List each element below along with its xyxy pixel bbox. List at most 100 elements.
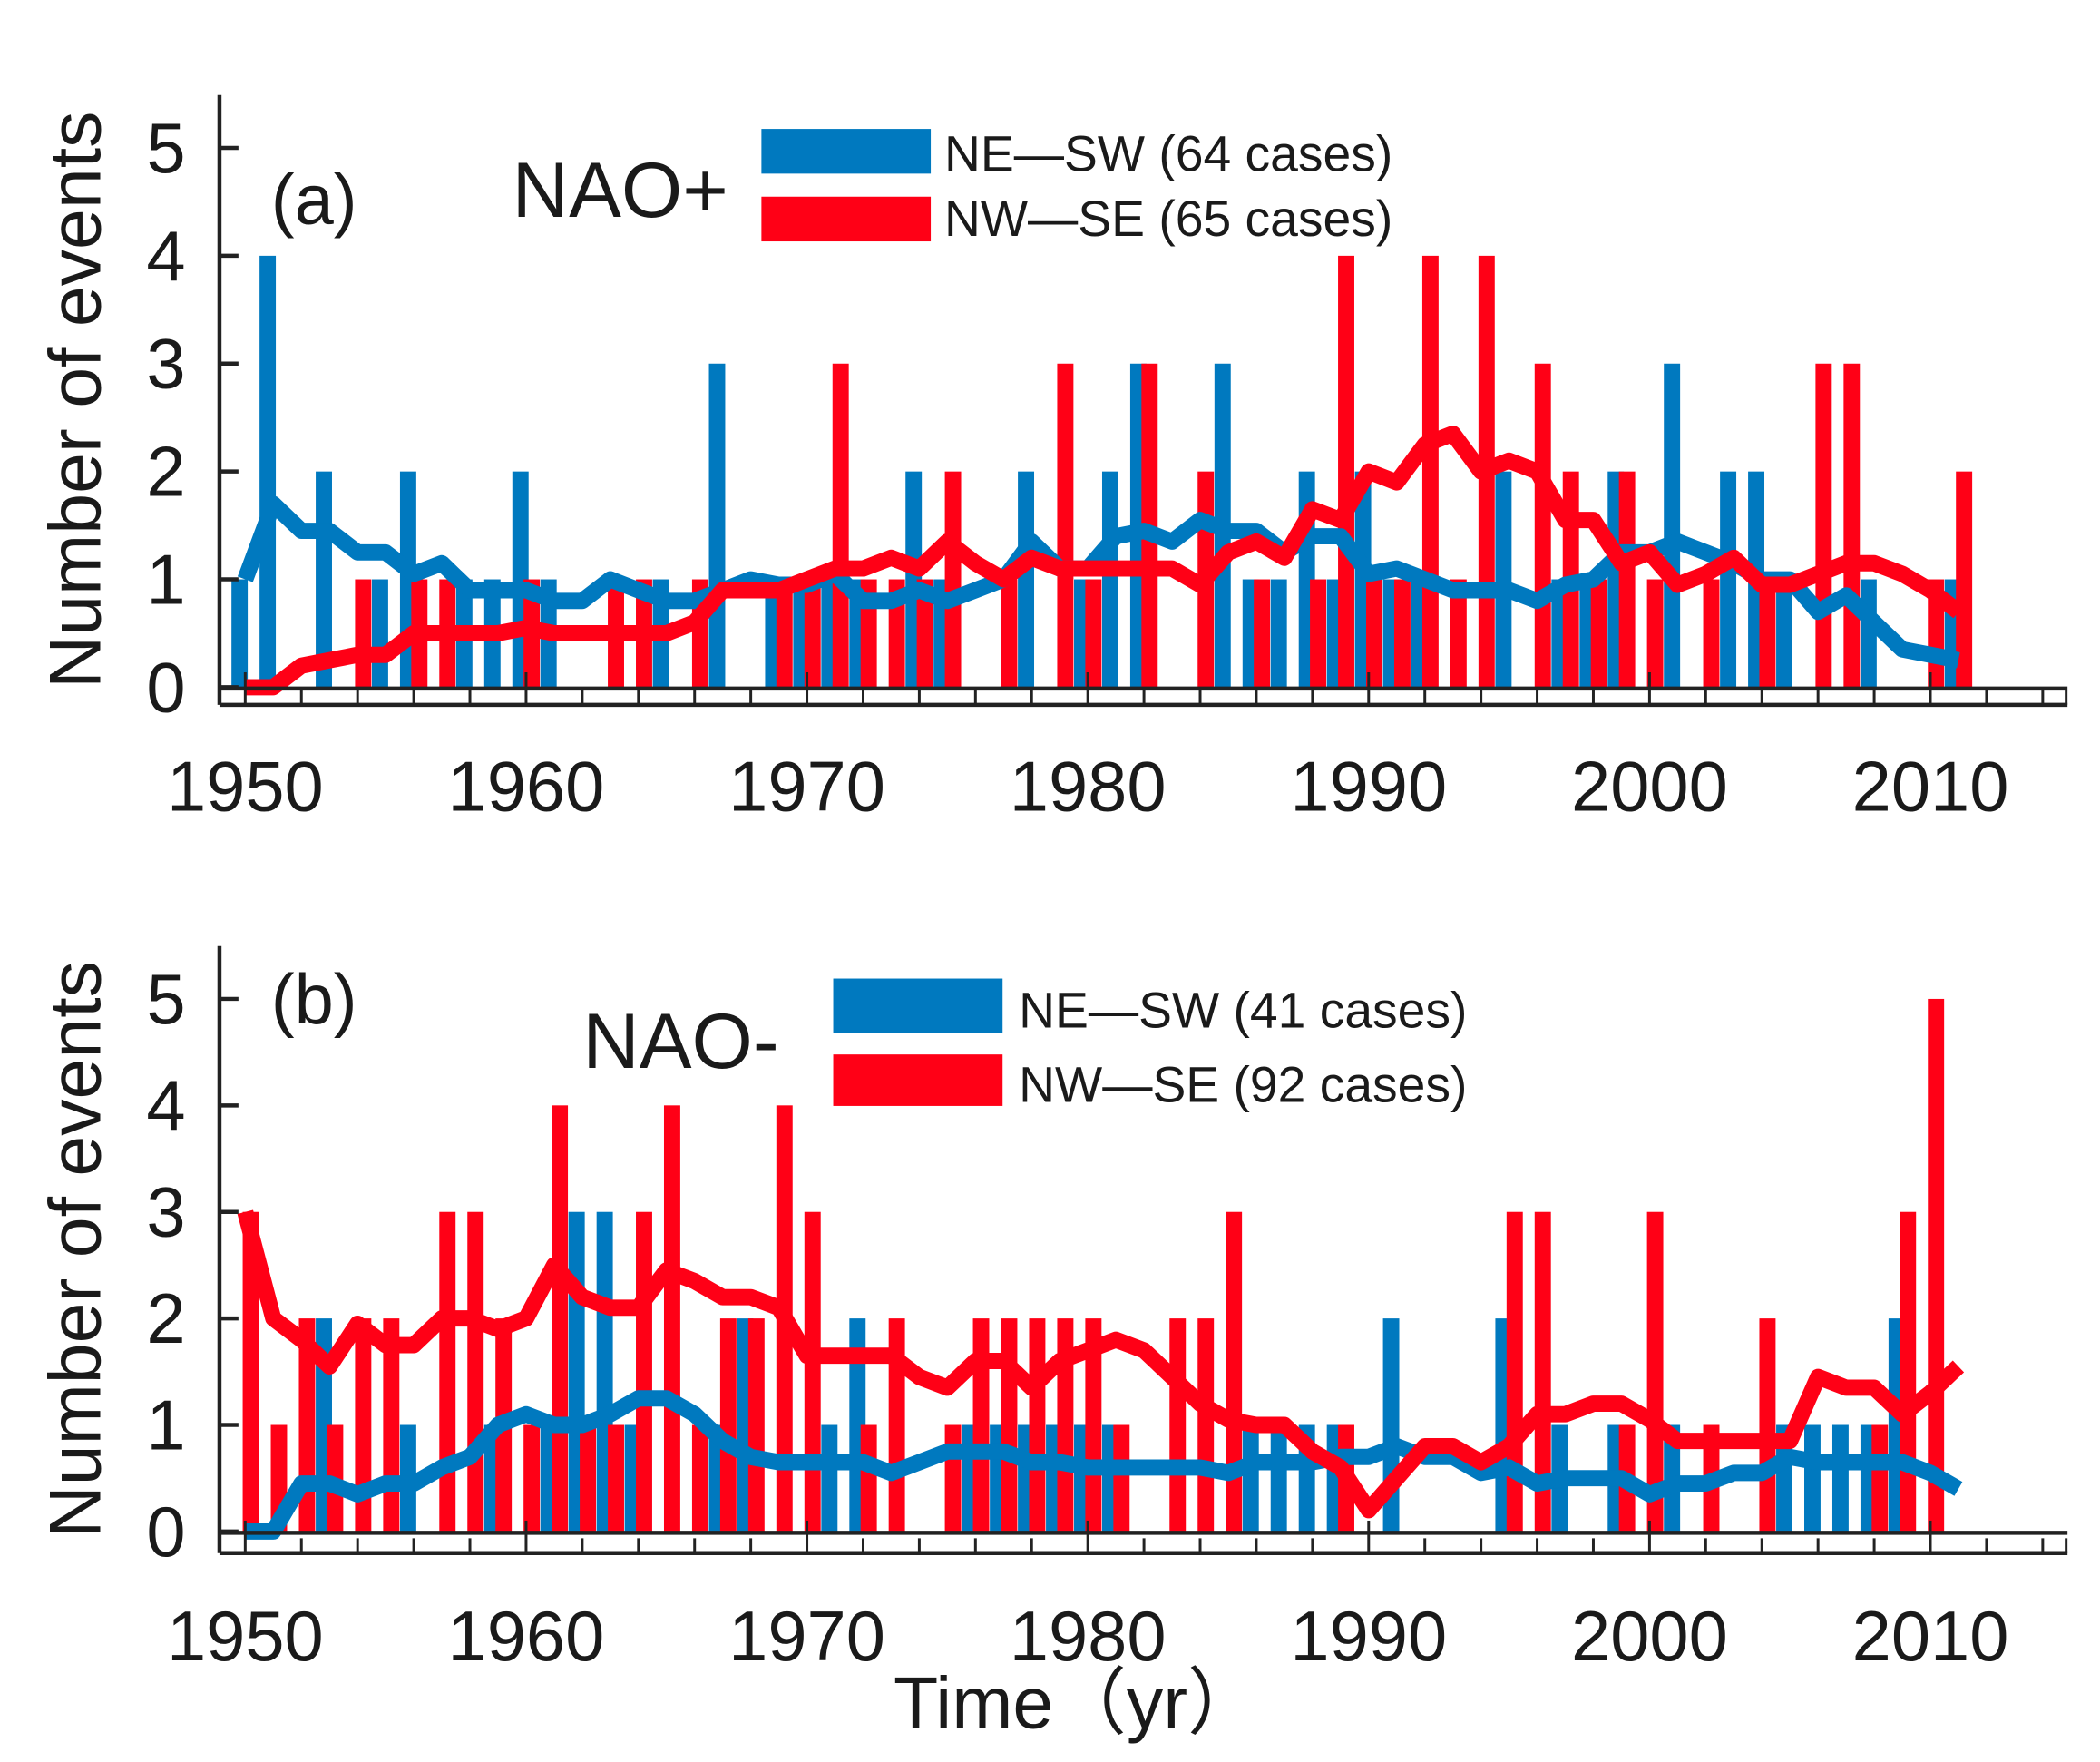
bar-nw_se-1975: [944, 471, 962, 688]
bar-nw_se-2008: [1871, 1424, 1889, 1532]
bar-nw_se-1977: [1001, 579, 1018, 688]
y-tick-label: 5: [146, 110, 185, 188]
bar-nw_se-1967: [719, 1318, 737, 1532]
x-tick-label: 1950: [167, 748, 324, 826]
legend-swatch-ne_sw: [761, 129, 932, 174]
legend-swatch-ne_sw: [833, 978, 1003, 1033]
bar-nw_se-2007: [1843, 363, 1861, 688]
bar-nw_se-1999: [1618, 471, 1636, 688]
panel-a: 1950 1960 1970 1980 1990 2000 2010 0 1 2 3 4 5 Number…: [35, 94, 2068, 826]
smooth-line-nw_se: [237, 1209, 1965, 1519]
x-axis-title: Time（yr）: [894, 1662, 1261, 1744]
bar-nw_se-1977: [1001, 1318, 1018, 1532]
bar-nw_se-1980: [1085, 1318, 1102, 1532]
x-tick-label: 1980: [1010, 748, 1167, 826]
legend-swatch-nw_se: [833, 1054, 1003, 1106]
bar-nw_se-1984: [1197, 1318, 1215, 1532]
y-axis-title: Number of events: [35, 961, 117, 1538]
bar-nw_se-2000: [1646, 1211, 1664, 1532]
panel-label: (a): [271, 162, 357, 240]
x-tick-label: 1960: [448, 1598, 605, 1676]
x-tick-label: 1970: [728, 748, 885, 826]
bar-ne_sw-1971: [821, 1424, 838, 1532]
bar-nw_se-1979: [1057, 1318, 1074, 1532]
x-tick-label: 2010: [1852, 748, 2009, 826]
bar-nw_se-2004: [1759, 1318, 1776, 1532]
bar-nw_se-1950: [242, 1211, 259, 1532]
legend: NE—SW (64 cases) NW—SE (65 cases): [761, 125, 1392, 247]
x-tick-label: 1970: [728, 1598, 885, 1676]
smooth-line-ne_sw: [245, 1390, 1963, 1540]
bar-nw_se-1960: [523, 1424, 541, 1532]
bar-nw_se-1965: [663, 1105, 680, 1532]
panel-title: NAO-: [582, 998, 779, 1085]
bar-nw_se-1966: [691, 1424, 708, 1532]
bar-nw_se-1963: [608, 1424, 624, 1532]
panel-title: NAO+: [513, 147, 728, 234]
bar-ne_sw-2006: [1804, 1424, 1821, 1532]
bar-nw_se-1995: [1506, 1211, 1523, 1532]
legend-swatch-nw_se: [761, 196, 932, 242]
bar-ne_sw-2001: [1664, 363, 1681, 688]
panel-b: 1950 1960 1970 1980 1990 2000 2010 0 1 2 3 4 5 Number…: [35, 945, 2068, 1676]
bar-nw_se-1991: [1393, 579, 1411, 688]
bar-nw_se-1970: [804, 579, 821, 688]
bar-nw_se-1978: [1029, 1318, 1046, 1532]
bar-ne_sw-1967: [708, 363, 726, 688]
bar-nw_se-1975: [944, 1424, 962, 1532]
bar-ne_sw-1950: [231, 579, 249, 688]
bar-nw_se-1958: [467, 1211, 484, 1532]
bar-nw_se-1964: [636, 1211, 652, 1532]
bar-ne_sw-1987: [1270, 1424, 1287, 1532]
x-tick-label: 1990: [1290, 748, 1447, 826]
x-tick-label: 1950: [167, 1598, 324, 1676]
y-tick-label: 0: [146, 649, 185, 727]
bar-nw_se-1981: [1113, 1424, 1130, 1532]
bar-nw_se-2002: [1703, 579, 1720, 688]
smooth-line-ne_sw: [237, 495, 1960, 669]
y-tick-label: 0: [146, 1493, 185, 1571]
bar-nw_se-1998: [1590, 579, 1607, 688]
bar-ne_sw-1981: [1101, 471, 1118, 688]
y-tick-label: 3: [146, 1174, 185, 1252]
bar-nw_se-1954: [355, 1318, 372, 1532]
bar-nw_se-1989: [1338, 255, 1354, 688]
bar-ne_sw-1986: [1242, 1424, 1259, 1532]
bar-nw_se-2009: [1900, 1211, 1917, 1532]
legend-label-nw_se: NW—SE (65 cases): [944, 191, 1392, 247]
bar-nw_se-1980: [1085, 579, 1102, 688]
bar-nw_se-1983: [1169, 1318, 1187, 1532]
bar-ne_sw-2007: [1831, 1424, 1849, 1532]
legend-label-ne_sw: NE—SW (41 cases): [1019, 982, 1467, 1038]
x-tick-label: 2010: [1852, 1598, 2009, 1676]
y-tick-label: 4: [146, 218, 185, 296]
bar-nw_se-1962: [580, 1424, 597, 1532]
bar-nw_se-2000: [1646, 579, 1664, 688]
legend-label-nw_se: NW—SE (92 cases): [1019, 1056, 1467, 1112]
bar-nw_se-1992: [1421, 255, 1439, 688]
bar-nw_se-1961: [552, 1105, 569, 1532]
y-tick-label: 5: [146, 961, 185, 1039]
x-tick-label: 1990: [1290, 1598, 1447, 1676]
y-tick-label: 2: [146, 434, 185, 512]
bar-nw_se-1970: [804, 1211, 821, 1532]
bar-nw_se-1974: [916, 579, 933, 688]
legend-label-ne_sw: NE—SW (64 cases): [944, 125, 1392, 181]
x-tick-label: 1980: [1010, 1598, 1167, 1676]
bar-ne_sw-2005: [1776, 579, 1792, 688]
bar-nw_se-1990: [1366, 579, 1382, 688]
y-tick-label: 1: [146, 541, 185, 619]
x-tick-label: 1960: [448, 748, 605, 826]
bar-ne_sw-1955: [371, 579, 388, 688]
y-tick-label: 4: [146, 1067, 185, 1145]
bar-nw_se-1986: [1254, 579, 1271, 688]
bar-nw_se-1993: [1450, 579, 1467, 688]
bar-nw_se-1968: [747, 1318, 765, 1532]
x-tick-label: 2000: [1571, 748, 1728, 826]
panel-label: (b): [271, 961, 357, 1039]
bar-ne_sw-1951: [259, 255, 277, 688]
bar-nw_se-2006: [1815, 363, 1832, 688]
bar-nw_se-1988: [1310, 579, 1327, 688]
bar-ne_sw-1995: [1495, 471, 1512, 688]
bar-nw_se-1979: [1057, 363, 1074, 688]
